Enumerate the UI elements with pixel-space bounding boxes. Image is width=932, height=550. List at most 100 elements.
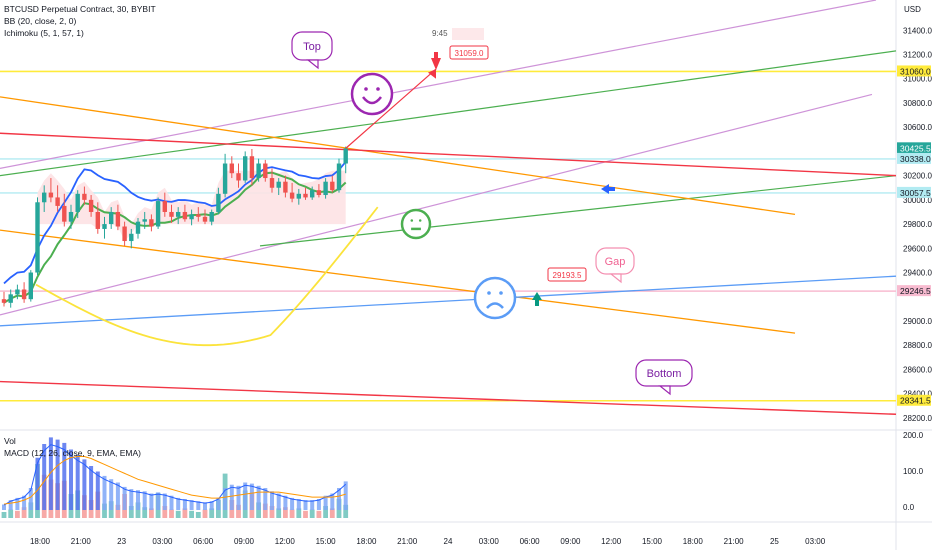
- macd-histogram-bar: [283, 495, 288, 510]
- macd-histogram-bar: [142, 491, 147, 510]
- bb-basis-line: [3, 171, 347, 304]
- time-tick: 21:00: [71, 537, 92, 546]
- candle-body: [109, 211, 114, 225]
- macd-histogram-bar: [223, 488, 228, 510]
- gap-bubble: Gap: [595, 247, 635, 284]
- macd-histogram-bar: [82, 459, 87, 510]
- projection-arrowhead: [428, 69, 436, 79]
- bottom-bubble: Bottom: [635, 359, 693, 396]
- ichimoku-lagging-line: [35, 206, 379, 347]
- red-arrow-stem: [434, 52, 438, 59]
- macd-histogram-bar: [22, 495, 27, 510]
- time-tick: 06:00: [193, 537, 214, 546]
- candle-body: [82, 193, 87, 200]
- candle-body: [129, 233, 134, 242]
- price-label-box: [897, 285, 931, 297]
- macd-histogram-bar: [303, 500, 308, 510]
- bubble-tail: [306, 59, 319, 70]
- volume-bar: [28, 502, 34, 518]
- candle-body: [202, 216, 208, 222]
- orange-line-lower: [0, 229, 796, 334]
- macd-histogram-bar: [189, 500, 194, 510]
- price-tick: 30800.0: [903, 99, 932, 108]
- bb-upper-line: [3, 161, 347, 285]
- bubble-tail: [609, 273, 622, 284]
- green-channel-top: [0, 50, 897, 177]
- candle-body: [222, 163, 228, 194]
- price-label-text: 30425.5: [900, 143, 931, 153]
- macd-histogram-bar: [8, 500, 13, 510]
- candle-body: [276, 181, 281, 188]
- time-tick: 12:00: [275, 537, 296, 546]
- candle-body: [216, 193, 221, 212]
- volume-bar: [142, 507, 148, 518]
- price-tick: 30200.0: [903, 172, 932, 181]
- time-tick: 12:00: [601, 537, 622, 546]
- symbol-legend: BTCUSD Perpetual Contract, 30, BYBIT: [4, 4, 156, 14]
- candle-body: [296, 193, 301, 199]
- price-label-cyan: 30338.0: [897, 152, 931, 164]
- time-tick: 03:00: [479, 537, 500, 546]
- price-label-box: [897, 152, 931, 164]
- volume-bar: [296, 508, 302, 518]
- macd-histogram-bar: [89, 466, 94, 510]
- volume-bar: [309, 509, 315, 518]
- macd-histogram-bar: [115, 482, 120, 510]
- macd-histogram-bar: [256, 485, 261, 510]
- macd-tick: 100.0: [903, 467, 924, 476]
- bb-legend: BB (20, close, 2, 0): [4, 16, 77, 26]
- candle-body: [330, 181, 335, 191]
- bubble-text: Bottom: [647, 368, 682, 380]
- orange-line-upper: [0, 96, 796, 216]
- price-label-box: [897, 65, 931, 77]
- macd-histogram-bar: [109, 479, 114, 510]
- macd-legend: MACD (12, 26, close, 9, EMA, EMA): [4, 448, 141, 458]
- time-tick: 18:00: [356, 537, 377, 546]
- price-label-text: 28341.5: [900, 396, 931, 406]
- volume-bar: [329, 508, 335, 518]
- macd-histogram-bar: [296, 499, 301, 510]
- price-tick: 29800.0: [903, 220, 932, 229]
- volume-bar: [289, 509, 295, 518]
- volume-bar: [15, 510, 20, 518]
- price-tick: 28200.0: [903, 414, 932, 423]
- ichimoku-legend: Ichimoku (5, 1, 57, 1): [4, 28, 84, 38]
- face-eye: [487, 291, 491, 295]
- candle-body: [243, 156, 248, 181]
- macd-tick: 0.0: [903, 503, 915, 512]
- face-eye: [418, 219, 422, 222]
- candle-body: [149, 219, 154, 227]
- macd-histogram-bar: [75, 455, 80, 510]
- price-tick: 30600.0: [903, 123, 932, 132]
- candle-body: [323, 181, 328, 196]
- time-tick: 15:00: [642, 537, 663, 546]
- macd-histogram-bar: [249, 483, 254, 510]
- candle-body: [42, 192, 47, 203]
- macd-histogram-bar: [176, 497, 181, 510]
- candle-body: [95, 211, 100, 229]
- candle-body: [15, 289, 20, 295]
- candle-body: [169, 211, 174, 217]
- price-tick: 31000.0: [903, 75, 932, 84]
- candle-body: [135, 221, 141, 234]
- price-tick: 28800.0: [903, 341, 932, 350]
- macd-histogram-bar: [263, 488, 268, 510]
- price-label-text: 30338.0: [900, 154, 931, 164]
- target-label-up: 31059.0: [449, 45, 489, 60]
- macd-histogram-bar: [48, 437, 53, 510]
- volume-bar: [169, 509, 174, 518]
- price-tick: 28400.0: [903, 390, 932, 399]
- macd-histogram-bar: [62, 442, 67, 510]
- volume-legend: Vol: [4, 436, 16, 446]
- price-label-yellow: 28341.5: [897, 394, 931, 406]
- green-arrow-marker: [532, 292, 542, 300]
- tag-box: [449, 45, 489, 60]
- face-mouth: [362, 96, 382, 105]
- candle-body: [55, 197, 60, 206]
- macd-histogram-bar: [149, 493, 154, 510]
- macd-histogram-bar: [182, 499, 187, 510]
- volume-bar: [209, 508, 215, 518]
- candle-body: [162, 201, 167, 212]
- time-tick: 18:00: [30, 537, 51, 546]
